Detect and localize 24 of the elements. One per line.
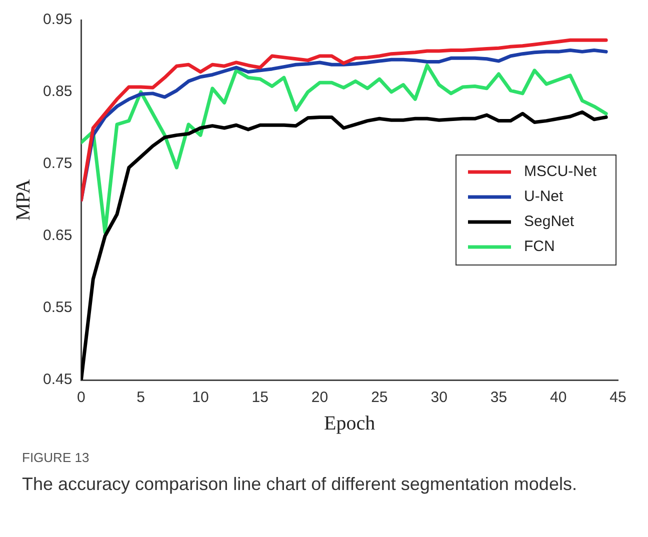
legend-label: U-Net [524,188,564,206]
y-axis-title: MPA [12,178,34,221]
y-tick-label: 0.65 [42,227,72,244]
legend-label: FCN [524,238,555,256]
x-tick-label: 5 [136,389,146,406]
text: The accuracy comparison line chart of different segmentation models. [22,473,578,496]
x-tick-label: 30 [430,389,448,406]
y-tick-label: 0.45 [42,371,72,388]
caption: FIGURE 13 [22,450,90,465]
x-tick-label: 45 [610,389,626,406]
legend-label: SegNet [524,213,575,230]
x-tick-label: 10 [192,389,209,406]
x-tick-label: 20 [311,389,328,406]
y-tick-label: 0.55 [42,299,72,316]
x-tick-label: 40 [550,389,567,406]
x-tick-label: 25 [371,389,388,406]
x-tick-label: 15 [252,389,268,406]
y-tick-label: 0.95 [42,11,72,28]
x-axis-title: Epoch [324,412,376,434]
legend-label: MSCU-Net [524,163,598,180]
x-tick-label: 35 [490,389,508,406]
y-tick-label: 0.85 [42,83,72,100]
x-tick-label: 0 [77,389,86,406]
y-tick-label: 0.75 [42,155,72,172]
